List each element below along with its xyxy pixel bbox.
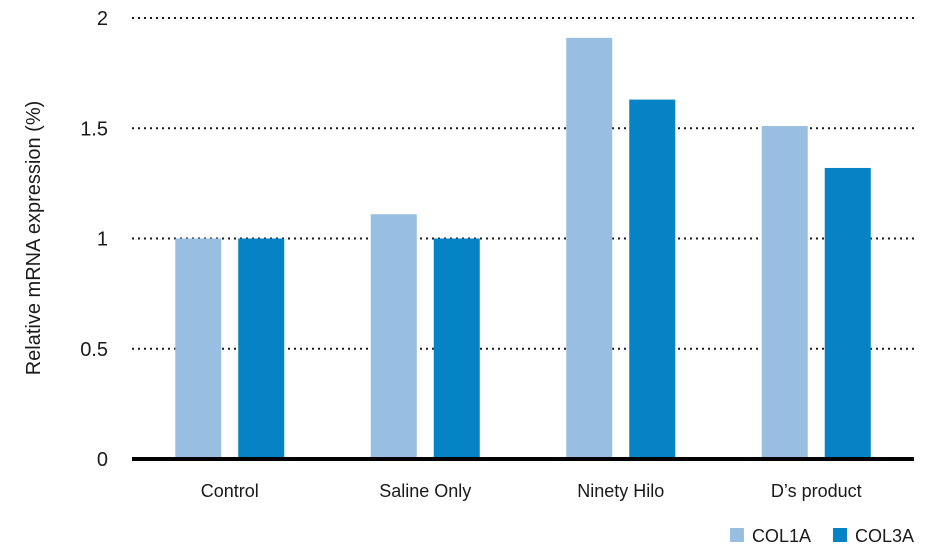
legend: COL3A COL1A: [729, 526, 914, 546]
y-tick-label: 1.5: [80, 118, 108, 140]
legend-swatch: [729, 528, 744, 542]
y-tick-label: 0: [97, 449, 108, 471]
x-category-label: Saline Only: [379, 481, 471, 501]
y-tick-label: 1: [97, 229, 108, 251]
bar-col1a-ninety-hilo: [566, 37, 613, 459]
y-tick-label: 0.5: [80, 339, 108, 361]
legend-label: COL1A: [752, 526, 811, 546]
bar-col1a-d-s-product: [761, 126, 808, 460]
bar-col1a-saline-only: [370, 214, 417, 459]
bar-col3a-ninety-hilo: [629, 99, 676, 460]
x-category-label: Ninety Hilo: [577, 481, 664, 501]
bars: [175, 37, 871, 460]
bar-col3a-d-s-product: [824, 167, 871, 459]
gridlines: [132, 17, 914, 350]
bar-col3a-control: [238, 238, 285, 459]
bar-col1a-control: [175, 238, 222, 459]
category-labels: Control Saline Only Ninety Hilo D’s product: [201, 481, 862, 501]
x-category-label: D’s product: [771, 481, 862, 501]
bar-col3a-saline-only: [433, 238, 480, 459]
y-axis-title: Relative mRNA expression (%): [23, 101, 45, 376]
legend-label: COL3A: [855, 526, 914, 546]
legend-swatch: [832, 528, 847, 542]
y-tick-label: 2: [97, 8, 108, 30]
x-category-label: Control: [201, 481, 259, 501]
y-tick-labels: 0 0.5 1 1.5 2: [80, 8, 108, 471]
